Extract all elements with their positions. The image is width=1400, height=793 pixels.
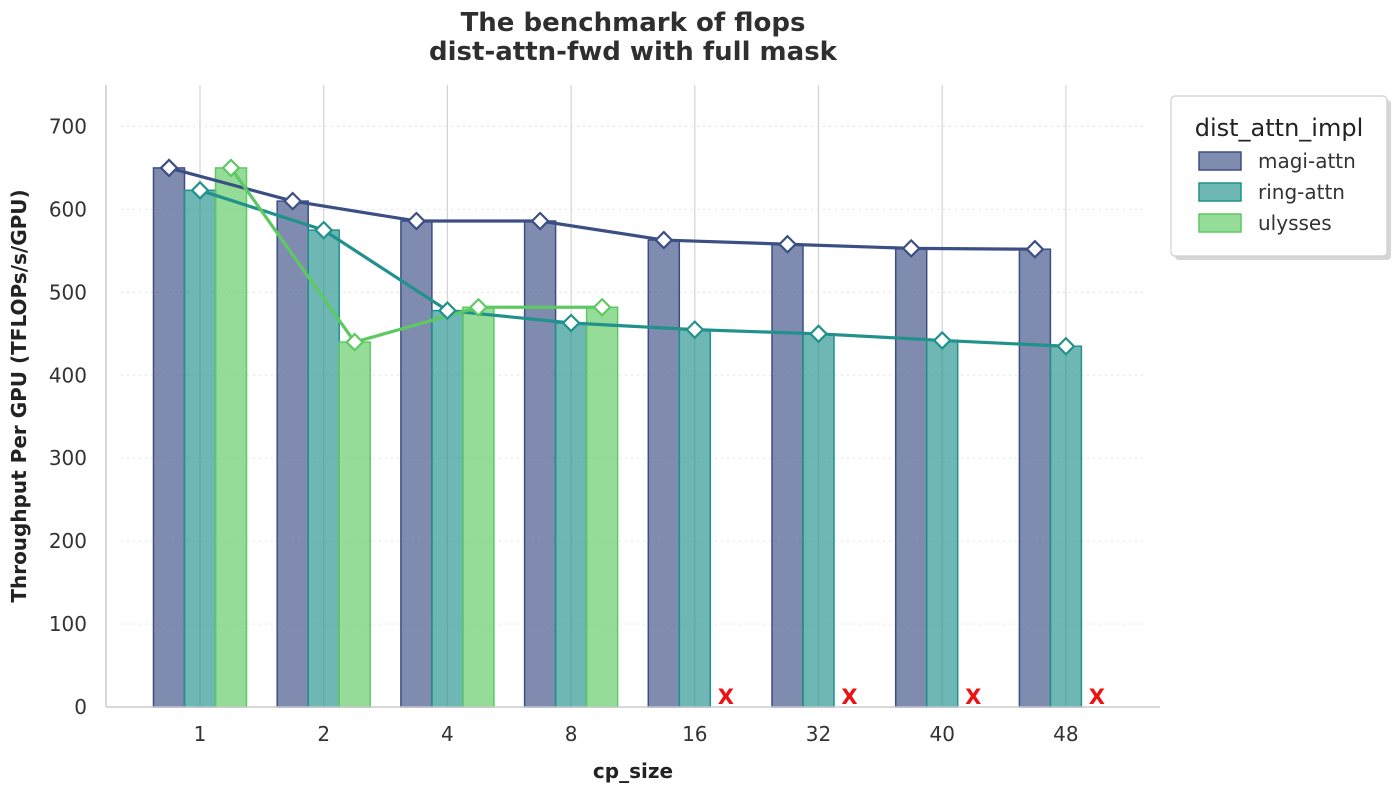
legend: dist_attn_impl magi-attn ring-attn ulysses — [1170, 95, 1391, 260]
legend-items: magi-attn ring-attn ulysses — [1198, 149, 1356, 235]
y-tick-label: 500 — [49, 280, 87, 304]
series-lines — [168, 166, 1066, 348]
marker-magi-attn — [283, 191, 303, 211]
x-tick-label: 2 — [317, 722, 330, 746]
bar-magi-attn — [771, 243, 804, 708]
legend-label-magi-attn: magi-attn — [1258, 149, 1356, 173]
marker-magi-attn — [654, 230, 674, 250]
marker-magi-attn — [901, 238, 921, 258]
x-tick-label: 40 — [929, 722, 954, 746]
x-ticks: 1 2 4 8 16 32 40 48 — [194, 722, 1079, 746]
marker-ring-attn — [190, 180, 210, 200]
marker-ulysses — [221, 158, 241, 178]
missing-marker: X — [965, 685, 981, 709]
x-tick-label: 48 — [1053, 722, 1078, 746]
line-ulysses — [229, 167, 603, 344]
marker-ring-attn — [808, 324, 829, 344]
bar-ulysses — [338, 341, 371, 708]
bar-ulysses — [462, 306, 495, 708]
y-tick-label: 400 — [49, 363, 87, 387]
bar-ring-attn — [802, 333, 835, 708]
marker-ring-attn — [437, 301, 457, 321]
legend-swatch-ring-attn — [1198, 182, 1242, 202]
bar-ring-attn — [678, 328, 712, 708]
bar-ulysses — [214, 167, 248, 708]
marker-magi-attn — [159, 158, 179, 178]
marker-ring-attn — [685, 320, 705, 340]
y-tick-label: 0 — [74, 695, 87, 719]
marker-ring-attn — [932, 330, 952, 350]
bar-ring-attn — [183, 189, 217, 708]
bar-ulysses — [585, 306, 619, 708]
bar-ring-attn — [431, 309, 464, 708]
x-tick-label: 1 — [194, 722, 207, 746]
bar-magi-attn — [894, 247, 928, 708]
x-tick-label: 8 — [565, 722, 578, 746]
bar-magi-attn — [647, 239, 681, 708]
bar-magi-attn — [1018, 248, 1052, 708]
legend-swatch-magi-attn — [1198, 151, 1242, 171]
y-tick-label: 200 — [49, 529, 87, 553]
y-tick-label: 100 — [49, 612, 87, 636]
marker-magi-attn — [777, 234, 798, 254]
marker-magi-attn — [1025, 239, 1045, 259]
x-tick-label: 4 — [441, 722, 454, 746]
bar-ring-attn — [1049, 345, 1083, 708]
marker-ring-attn — [561, 313, 581, 333]
x-tick-label: 16 — [682, 722, 707, 746]
bar-magi-attn — [152, 167, 186, 708]
missing-marker: X — [841, 685, 857, 709]
line-magi-attn — [168, 166, 1035, 251]
marker-ring-attn — [314, 220, 334, 240]
y-tick-label: 600 — [49, 197, 87, 221]
y-ticks: 0 100 200 300 400 500 600 700 — [49, 114, 87, 719]
y-tick-label: 300 — [49, 446, 87, 470]
legend-swatch-ulysses — [1198, 213, 1242, 233]
chart-title: The benchmark of flops — [461, 8, 806, 38]
bar-ring-attn — [307, 229, 340, 708]
bar-ring-attn — [554, 322, 588, 708]
legend-label-ulysses: ulysses — [1258, 211, 1332, 235]
y-tick-label: 700 — [49, 114, 87, 138]
marker-magi-attn — [530, 211, 550, 231]
bar-magi-attn — [400, 220, 433, 708]
legend-title: dist_attn_impl — [1195, 114, 1364, 142]
missing-marker: X — [718, 685, 734, 709]
bar-magi-attn — [276, 200, 309, 708]
marker-ulysses — [592, 297, 612, 317]
chart-subtitle: dist-attn-fwd with full mask — [429, 37, 838, 67]
marker-ring-attn — [1056, 336, 1076, 356]
marker-ulysses — [468, 297, 488, 317]
legend-label-ring-attn: ring-attn — [1258, 180, 1345, 204]
line-ring-attn — [199, 188, 1066, 348]
grid — [121, 85, 1145, 707]
x-axis-label: cp_size — [593, 759, 673, 783]
y-axis-label: Throughput Per GPU (TFLOPs/s/GPU) — [7, 189, 31, 602]
bars — [152, 167, 1083, 708]
x-tick-label: 32 — [806, 722, 831, 746]
bar-ring-attn — [925, 339, 959, 708]
series-markers — [159, 158, 1076, 356]
marker-magi-attn — [406, 211, 426, 231]
bar-magi-attn — [523, 220, 557, 708]
missing-marker: X — [1089, 685, 1105, 709]
marker-ulysses — [345, 332, 365, 352]
